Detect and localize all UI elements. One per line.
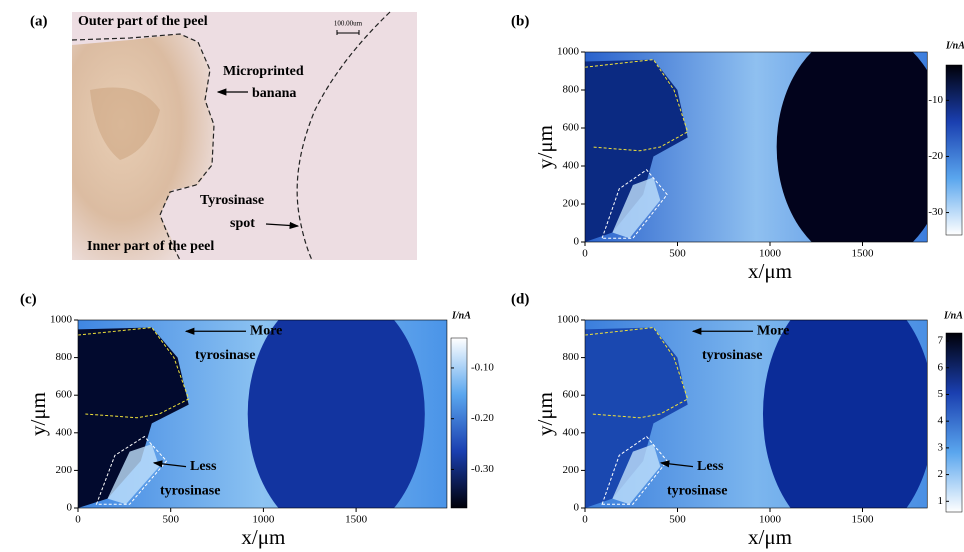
colorbar-tick-label: 1 <box>938 495 944 507</box>
x-tick-label: 500 <box>669 248 686 260</box>
x-tick-label: 1500 <box>852 248 875 260</box>
y-axis-label: y/μm <box>533 392 557 436</box>
x-tick-label: 1000 <box>252 514 275 526</box>
y-tick-label: 800 <box>563 84 580 96</box>
annotation: Less <box>697 459 724 474</box>
annotation: Less <box>190 459 217 474</box>
annotation: tyrosinase <box>160 483 220 498</box>
colorbar-tick-label: -0.10 <box>471 361 494 373</box>
annotation: More <box>757 323 789 338</box>
y-tick-label: 0 <box>574 236 580 248</box>
x-tick-label: 500 <box>669 514 686 526</box>
y-tick-label: 1000 <box>557 46 580 58</box>
x-tick-label: 1000 <box>759 248 782 260</box>
x-tick-label: 1500 <box>852 514 875 526</box>
colorbar-tick-label: 5 <box>938 388 944 400</box>
y-tick-label: 200 <box>563 464 580 476</box>
colorbar-tick-label: -0.20 <box>471 412 494 424</box>
annotation: spot <box>230 216 255 231</box>
annotation: tyrosinase <box>702 348 762 363</box>
colorbar-tick-label: -20 <box>928 150 943 162</box>
colorbar-tick-label: 2 <box>938 468 944 480</box>
annotation: More <box>250 323 282 338</box>
x-tick-label: 0 <box>75 514 81 526</box>
y-tick-label: 0 <box>574 502 580 514</box>
heatmap-region <box>777 29 948 265</box>
colorbar-tick-label: 4 <box>938 415 944 427</box>
colorbar-title: I/nA <box>943 310 963 321</box>
y-tick-label: 600 <box>56 389 73 401</box>
panel-label: (a) <box>30 13 48 29</box>
colorbar-tick-label: 3 <box>938 441 944 453</box>
annotation: Inner part of the peel <box>87 239 214 254</box>
colorbar-tick-label: 7 <box>938 335 944 347</box>
annotation: Outer part of the peel <box>78 14 208 29</box>
y-axis-label: y/μm <box>26 392 50 436</box>
y-tick-label: 400 <box>563 160 580 172</box>
colorbar-tick-label: -10 <box>928 94 943 106</box>
panel-label: (b) <box>511 13 529 29</box>
y-tick-label: 800 <box>56 351 73 363</box>
colorbar-title: I/nA <box>945 40 964 51</box>
y-tick-label: 200 <box>56 464 73 476</box>
annotation: tyrosinase <box>667 483 727 498</box>
y-tick-label: 600 <box>563 122 580 134</box>
annotation: tyrosinase <box>195 348 255 363</box>
panel-label: (c) <box>20 291 37 307</box>
x-axis-label: x/μm <box>241 525 285 549</box>
x-tick-label: 0 <box>582 514 588 526</box>
colorbar <box>946 65 962 235</box>
y-tick-label: 400 <box>563 426 580 438</box>
x-tick-label: 1000 <box>759 514 782 526</box>
x-tick-label: 1500 <box>345 514 368 526</box>
annotation: banana <box>252 86 296 101</box>
x-tick-label: 0 <box>582 248 588 260</box>
x-tick-label: 500 <box>162 514 179 526</box>
colorbar <box>451 338 467 508</box>
y-tick-label: 800 <box>563 351 580 363</box>
annotation: Microprinted <box>223 64 304 79</box>
y-tick-label: 400 <box>56 426 73 438</box>
y-tick-label: 200 <box>563 198 580 210</box>
annotation: Tyrosinase <box>200 193 264 208</box>
panel-label: (d) <box>511 291 529 307</box>
y-tick-label: 1000 <box>557 314 580 326</box>
colorbar <box>946 333 962 512</box>
colorbar-title: I/nA <box>451 310 471 321</box>
y-tick-label: 600 <box>563 389 580 401</box>
x-axis-label: x/μm <box>748 259 792 283</box>
colorbar-tick-label: -0.30 <box>471 463 494 475</box>
scale-bar-label: 100.00um <box>334 20 363 28</box>
colorbar-tick-label: -30 <box>928 206 943 218</box>
heatmap <box>585 29 948 265</box>
colorbar-tick-label: 6 <box>938 361 944 373</box>
y-axis-label: y/μm <box>533 125 557 169</box>
figure: (a) 100.00um Outer part of the peel Micr… <box>0 0 964 552</box>
y-tick-label: 1000 <box>50 314 73 326</box>
y-tick-label: 0 <box>67 502 73 514</box>
x-axis-label: x/μm <box>748 525 792 549</box>
